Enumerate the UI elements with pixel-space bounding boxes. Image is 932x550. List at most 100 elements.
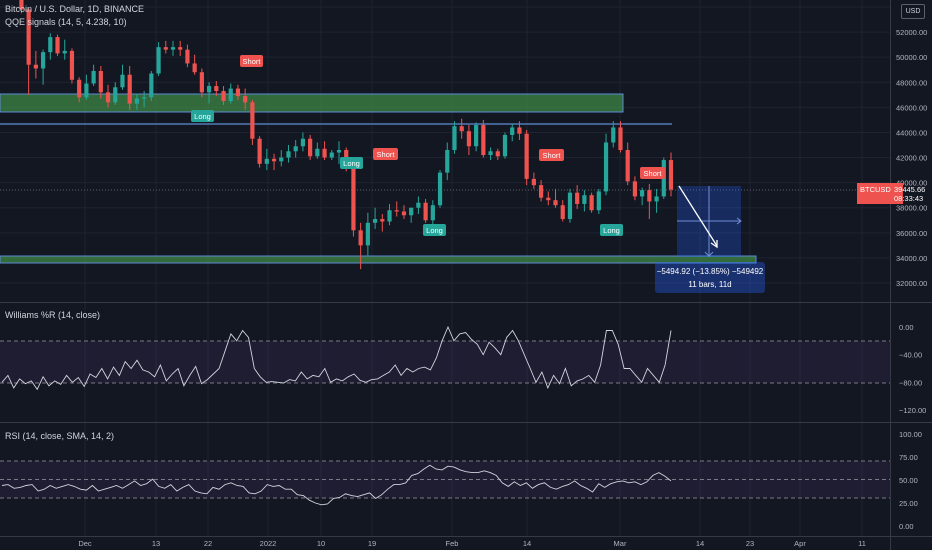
- qqe-indicator-legend[interactable]: QQE signals (14, 5, 4.238, 10): [5, 17, 127, 27]
- time-tick-label: 19: [368, 539, 376, 548]
- price-tick-label: 36000.00: [896, 229, 927, 238]
- signal-short-bg: [640, 167, 665, 179]
- rsi-tick-label: 75.00: [899, 453, 918, 462]
- candle: [423, 198, 428, 223]
- candle-body: [163, 47, 168, 50]
- signal-long-3[interactable]: Long: [423, 224, 446, 236]
- price-axis[interactable]: 52000.00 50000.00 48000.00 46000.00 44000.00…: [896, 28, 927, 288]
- candle: [445, 142, 450, 181]
- candle: [437, 170, 443, 208]
- signal-long-text: Long: [603, 226, 620, 235]
- rsi-legend[interactable]: RSI (14, close, SMA, 14, 2): [5, 431, 115, 441]
- price-tag-bg: [857, 183, 903, 204]
- candle-body: [668, 160, 674, 190]
- time-tick-label: 11: [858, 539, 866, 548]
- candle-body: [502, 134, 508, 157]
- candle: [596, 188, 601, 214]
- candle-body: [351, 167, 356, 231]
- candle: [575, 185, 580, 209]
- williams-legend[interactable]: Williams %R (14, close): [5, 310, 101, 320]
- candle: [26, 8, 31, 95]
- chart-title[interactable]: Bitcoin / U.S. Dollar, 1D, BINANCE: [5, 4, 145, 14]
- candle: [250, 99, 255, 145]
- candle: [538, 180, 544, 202]
- candle-body: [459, 126, 464, 132]
- candle: [271, 153, 277, 171]
- support-zone[interactable]: [0, 255, 757, 264]
- candle: [488, 147, 493, 161]
- currency-badge[interactable]: USD: [901, 4, 925, 19]
- signal-long-bg: [423, 224, 446, 236]
- candle-body: [142, 97, 147, 99]
- candle-body: [77, 79, 82, 98]
- signal-long-4[interactable]: Long: [600, 224, 623, 236]
- price-range-measure[interactable]: −5494.92 (−13.85%) −549492 11 bars, 11d: [655, 186, 765, 293]
- time-tick-label: 10: [317, 539, 325, 548]
- signal-short-1[interactable]: Short: [240, 55, 263, 67]
- candle-body: [170, 47, 176, 50]
- signal-short-text: Short: [243, 57, 262, 66]
- candle: [279, 150, 284, 167]
- time-tick-label: Apr: [794, 539, 806, 548]
- candle: [502, 132, 508, 159]
- candle: [235, 84, 241, 100]
- signal-long-2[interactable]: Long: [340, 157, 363, 169]
- candle-body: [380, 219, 385, 222]
- candle-body: [26, 9, 31, 65]
- candle: [185, 44, 190, 68]
- candle: [40, 49, 46, 85]
- candle: [510, 123, 515, 142]
- signal-long-text: Long: [343, 159, 360, 168]
- candle-body: [524, 133, 529, 179]
- candle-body: [445, 150, 450, 173]
- candle: [553, 188, 558, 208]
- candle: [409, 207, 414, 223]
- rsi-tick-label: 0.00: [899, 522, 914, 531]
- candle: [625, 142, 630, 186]
- measure-v-arrow: [704, 251, 714, 257]
- candle: [105, 84, 111, 108]
- trend-arrow[interactable]: [678, 185, 718, 249]
- candle: [91, 64, 96, 87]
- candle: [178, 40, 183, 56]
- candle-body: [423, 202, 428, 221]
- resistance-zone[interactable]: [0, 93, 624, 113]
- candle-body: [322, 148, 327, 158]
- candle-body: [40, 52, 46, 69]
- candle-body: [538, 185, 544, 198]
- time-axis[interactable]: Dec 13 22 2022 10 19 Feb 14 Mar 14 23 Apr 11: [78, 539, 866, 548]
- candle-body: [329, 152, 334, 158]
- signal-short-3[interactable]: Short: [539, 149, 564, 161]
- candle: [336, 141, 342, 164]
- candle: [387, 203, 392, 226]
- candle: [142, 91, 147, 108]
- signal-short-4[interactable]: Short: [640, 167, 665, 179]
- time-tick-label: 2022: [260, 539, 277, 548]
- candle-body: [185, 49, 190, 64]
- candle-body: [430, 205, 435, 221]
- candle-body: [394, 210, 399, 212]
- candle-body: [640, 190, 645, 197]
- candle-body: [264, 158, 269, 164]
- candle-body: [495, 151, 500, 157]
- rsi-line: [1, 464, 672, 506]
- candle-body: [91, 70, 96, 84]
- candle-body: [517, 127, 522, 134]
- candle-body: [387, 210, 392, 222]
- williams-axis[interactable]: 0.00 −40.00 −80.00 −120.00: [899, 323, 926, 415]
- candle-body: [336, 150, 342, 153]
- candle: [48, 33, 53, 60]
- signal-long-1[interactable]: Long: [191, 110, 214, 122]
- candle-body: [582, 195, 587, 204]
- price-tick-label: 48000.00: [896, 78, 927, 87]
- candle-body: [416, 202, 421, 208]
- candle: [668, 152, 674, 197]
- rsi-axis[interactable]: 100.00 75.00 50.00 25.00 0.00: [899, 430, 922, 531]
- signal-long-bg: [191, 110, 214, 122]
- candle: [149, 70, 154, 102]
- candle-body: [84, 83, 89, 98]
- signal-short-2[interactable]: Short: [373, 148, 398, 160]
- candle: [264, 148, 269, 171]
